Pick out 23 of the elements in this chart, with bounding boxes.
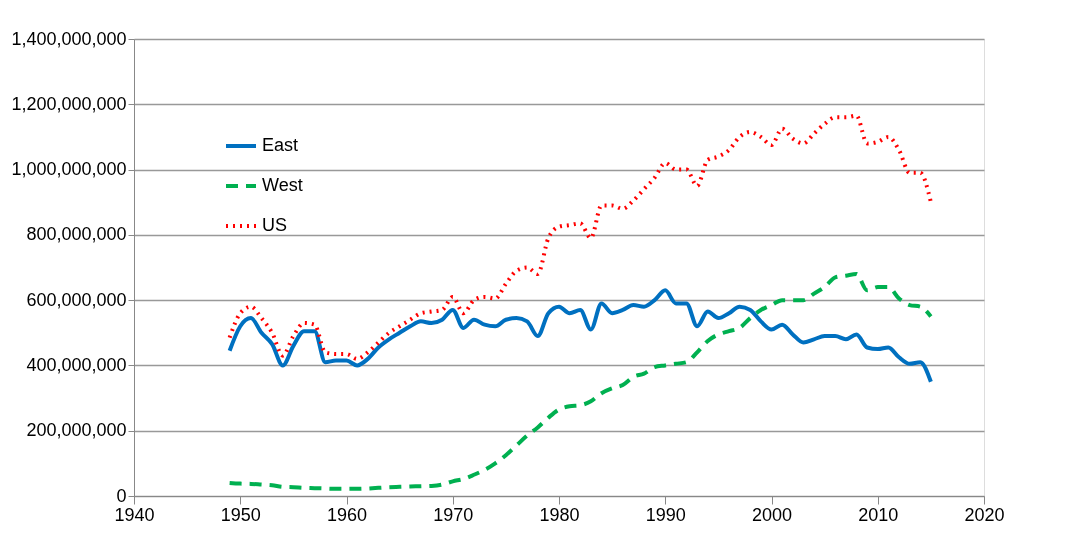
y-tick-label: 0 [116, 485, 127, 506]
y-tick-label: 400,000,000 [26, 354, 127, 375]
y-tick-label: 1,200,000,000 [11, 93, 127, 114]
y-tick-label: 1,400,000,000 [11, 28, 127, 49]
y-tick-label: 600,000,000 [26, 289, 127, 310]
x-tick-label: 1970 [433, 504, 474, 525]
legend-label: US [262, 215, 288, 235]
line-series [227, 288, 933, 384]
legend-label: East [262, 135, 299, 155]
line-series [227, 113, 933, 361]
x-tick-label: 1950 [220, 504, 261, 525]
y-tick-label: 800,000,000 [26, 224, 127, 245]
y-tick-label: 1,000,000,000 [11, 159, 127, 180]
y-tick-label: 200,000,000 [26, 420, 127, 441]
x-tick-label: 2020 [964, 504, 1005, 525]
line-series [227, 272, 933, 491]
x-tick-label: 1960 [326, 504, 368, 525]
legend-label: West [262, 175, 303, 195]
x-tick-label: 2010 [858, 504, 899, 525]
x-tick-label: 1990 [645, 504, 686, 525]
x-tick-label: 1980 [539, 504, 580, 525]
x-tick-label: 1940 [114, 504, 155, 525]
x-tick-label: 2000 [751, 504, 793, 525]
